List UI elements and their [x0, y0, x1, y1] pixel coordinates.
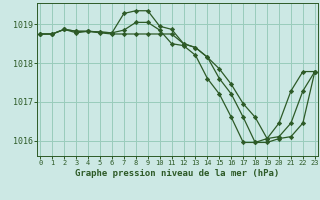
X-axis label: Graphe pression niveau de la mer (hPa): Graphe pression niveau de la mer (hPa)	[76, 169, 280, 178]
